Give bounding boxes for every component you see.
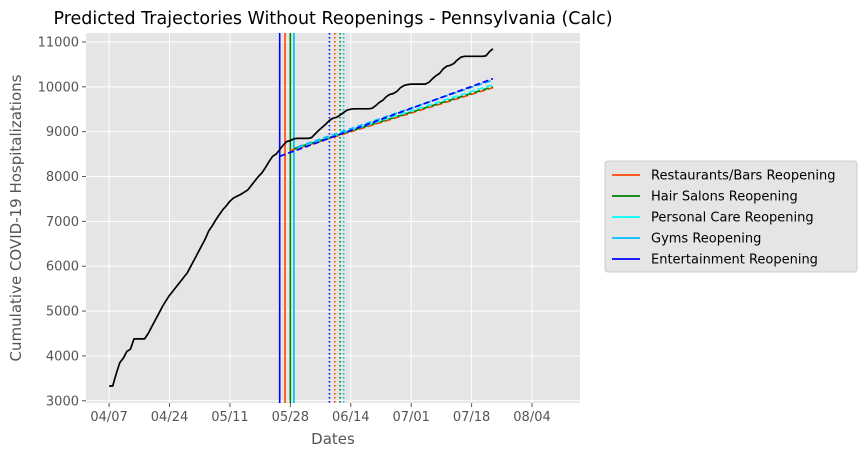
legend-label: Hair Salons Reopening — [651, 190, 798, 205]
actual-hospitalizations-line — [109, 48, 494, 387]
y-axis-label: Cumulative COVID-19 Hospitalizations — [7, 74, 25, 361]
y-tick-label: 3000 — [46, 394, 79, 409]
x-tick-label: 04/07 — [90, 410, 127, 425]
plot-area — [86, 33, 580, 403]
x-tick-label: 06/14 — [332, 410, 369, 425]
prediction-line — [293, 85, 494, 150]
reopening-lines — [278, 33, 345, 403]
x-tick-label: 07/01 — [392, 410, 429, 425]
x-tick-label: 07/18 — [453, 410, 490, 425]
legend-box — [604, 160, 858, 273]
prediction-line — [279, 77, 494, 158]
legend-label: Personal Care Reopening — [651, 211, 814, 226]
y-tick-label: 11000 — [38, 35, 79, 50]
x-tick-label: 08/04 — [513, 410, 550, 425]
series — [109, 48, 494, 387]
axis-ticks: 3000 4000 5000 6000 7000 8000 9000 10000 11000 04… — [38, 35, 551, 425]
x-tick-label: 05/11 — [211, 410, 248, 425]
legend-label: Restaurants/Bars Reopening — [651, 169, 835, 184]
prediction-line — [297, 83, 494, 149]
y-tick-label: 10000 — [38, 80, 79, 95]
y-tick-label: 5000 — [46, 305, 79, 320]
x-axis-label: Dates — [311, 430, 355, 448]
y-tick-label: 4000 — [46, 349, 79, 364]
legend-label: Entertainment Reopening — [651, 253, 818, 268]
y-tick-label: 7000 — [46, 215, 79, 230]
y-tick-label: 6000 — [46, 260, 79, 275]
chart-title: Predicted Trajectories Without Reopening… — [53, 9, 612, 29]
x-tick-label: 05/28 — [272, 410, 309, 425]
y-tick-label: 9000 — [46, 125, 79, 140]
legend: Restaurants/Bars Reopening Hair Salons Re… — [604, 160, 858, 273]
legend-label: Gyms Reopening — [651, 232, 761, 247]
y-tick-label: 8000 — [46, 170, 79, 185]
x-tick-label: 04/24 — [151, 410, 188, 425]
